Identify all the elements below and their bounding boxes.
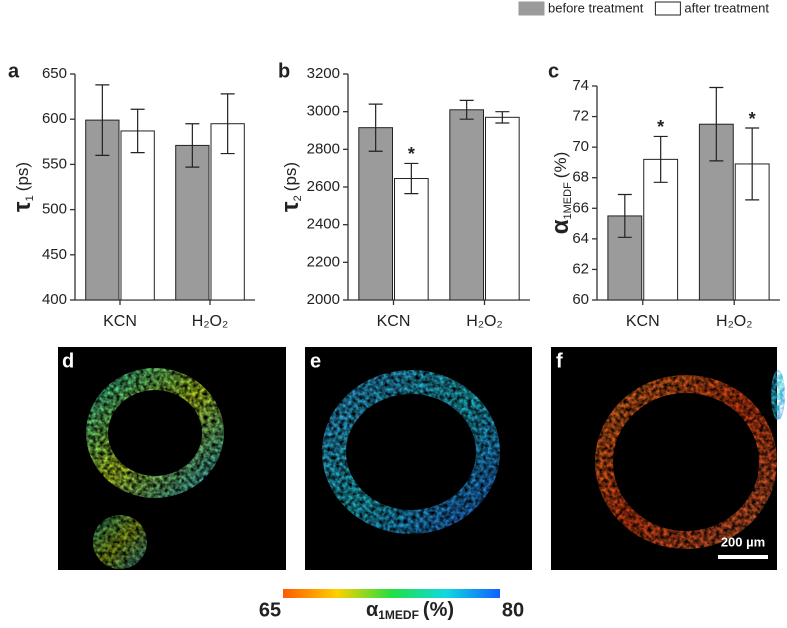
error-bar [495,111,510,124]
cell [595,375,777,549]
panel-label: e [310,350,321,372]
unit: (%) [423,599,454,621]
colorbar-gradient [283,589,500,598]
y-tick-label: 3000 [307,103,340,120]
x-tick-label: H₂O₂ [466,313,502,330]
error-bar [653,135,668,183]
y-tick-label: 500 [42,201,67,218]
y-tick-label: 450 [42,246,67,263]
x-tick-label: H₂O₂ [716,313,752,330]
bar [485,116,520,301]
y-tick-label: 2600 [307,178,340,195]
y-tick-label: 74 [572,77,589,94]
y-tick-label: 2000 [307,291,340,308]
significance-marker: * [408,144,415,164]
panel-label: b [278,60,290,82]
unit: (ps) [281,162,300,191]
symbol: τ [277,201,304,212]
y-axis-label: τ1 (ps) [9,162,36,212]
y-tick-label: 68 [572,169,589,186]
colorbar-min: 65 [259,599,281,621]
y-tick-label: 70 [572,138,589,155]
y-tick-label: 600 [42,110,67,127]
y-tick-label: 62 [572,260,589,277]
panel-label: c [548,60,559,82]
bar [394,178,429,301]
panel-label: d [62,350,74,372]
bar [358,127,393,301]
legend-swatch [518,1,545,16]
cell [322,370,500,534]
unit: (%) [551,152,570,178]
subscript: 1MEDF [378,608,419,622]
legend-swatch [654,1,681,16]
y-tick-label: 64 [572,230,589,247]
error-bar [95,84,110,156]
subscript: 1MEDF [562,182,574,220]
cell [86,368,224,498]
legend-label: before treatment [548,0,644,15]
x-tick-label: H₂O₂ [192,313,228,330]
colorbar-label: α1MEDF (%) [366,599,454,622]
y-tick-label: 60 [572,291,589,308]
significance-marker: * [657,117,664,137]
x-tick-label: KCN [377,313,411,330]
bar [120,130,155,301]
bar [175,144,210,301]
x-tick-label: KCN [103,313,137,330]
error-bar [404,162,419,195]
y-tick-label: 550 [42,155,67,172]
error-bar [130,108,145,154]
x-tick-label: KCN [626,313,660,330]
symbol: τ [9,201,36,212]
images: d e f 200 µm [58,347,785,570]
error-bar [220,93,235,155]
error-bar [185,123,200,168]
unit: (ps) [13,162,32,191]
symbol: α [366,599,379,621]
y-tick-label: 650 [42,65,67,82]
panel-label: f [556,350,563,372]
colorbar-max: 80 [502,599,524,621]
y-tick-label: 2200 [307,253,340,270]
cell [93,515,147,569]
subscript: 1 [24,195,36,201]
error-bar [709,86,724,162]
y-tick-label: 72 [572,108,589,125]
y-tick-label: 2400 [307,216,340,233]
y-axis-label: τ2 (ps) [277,162,304,212]
colorbar: 65 80 α1MEDF (%) [259,589,524,622]
significance-marker: * [749,109,756,129]
error-bar [617,193,632,238]
cell [771,370,785,420]
error-bar [368,103,383,152]
bar [449,109,484,301]
subscript: 2 [292,195,304,201]
y-tick-label: 3200 [307,65,340,82]
symbol: α [547,219,574,234]
panel-label: a [8,60,20,82]
scale-bar-label: 200 µm [721,534,765,549]
y-tick-label: 2800 [307,140,340,157]
y-tick-label: 66 [572,199,589,216]
error-bar [459,99,474,120]
y-axis-label: α1MEDF (%) [547,152,574,235]
legend-label: after treatment [684,0,769,15]
y-tick-label: 400 [42,291,67,308]
error-bar [745,127,760,201]
